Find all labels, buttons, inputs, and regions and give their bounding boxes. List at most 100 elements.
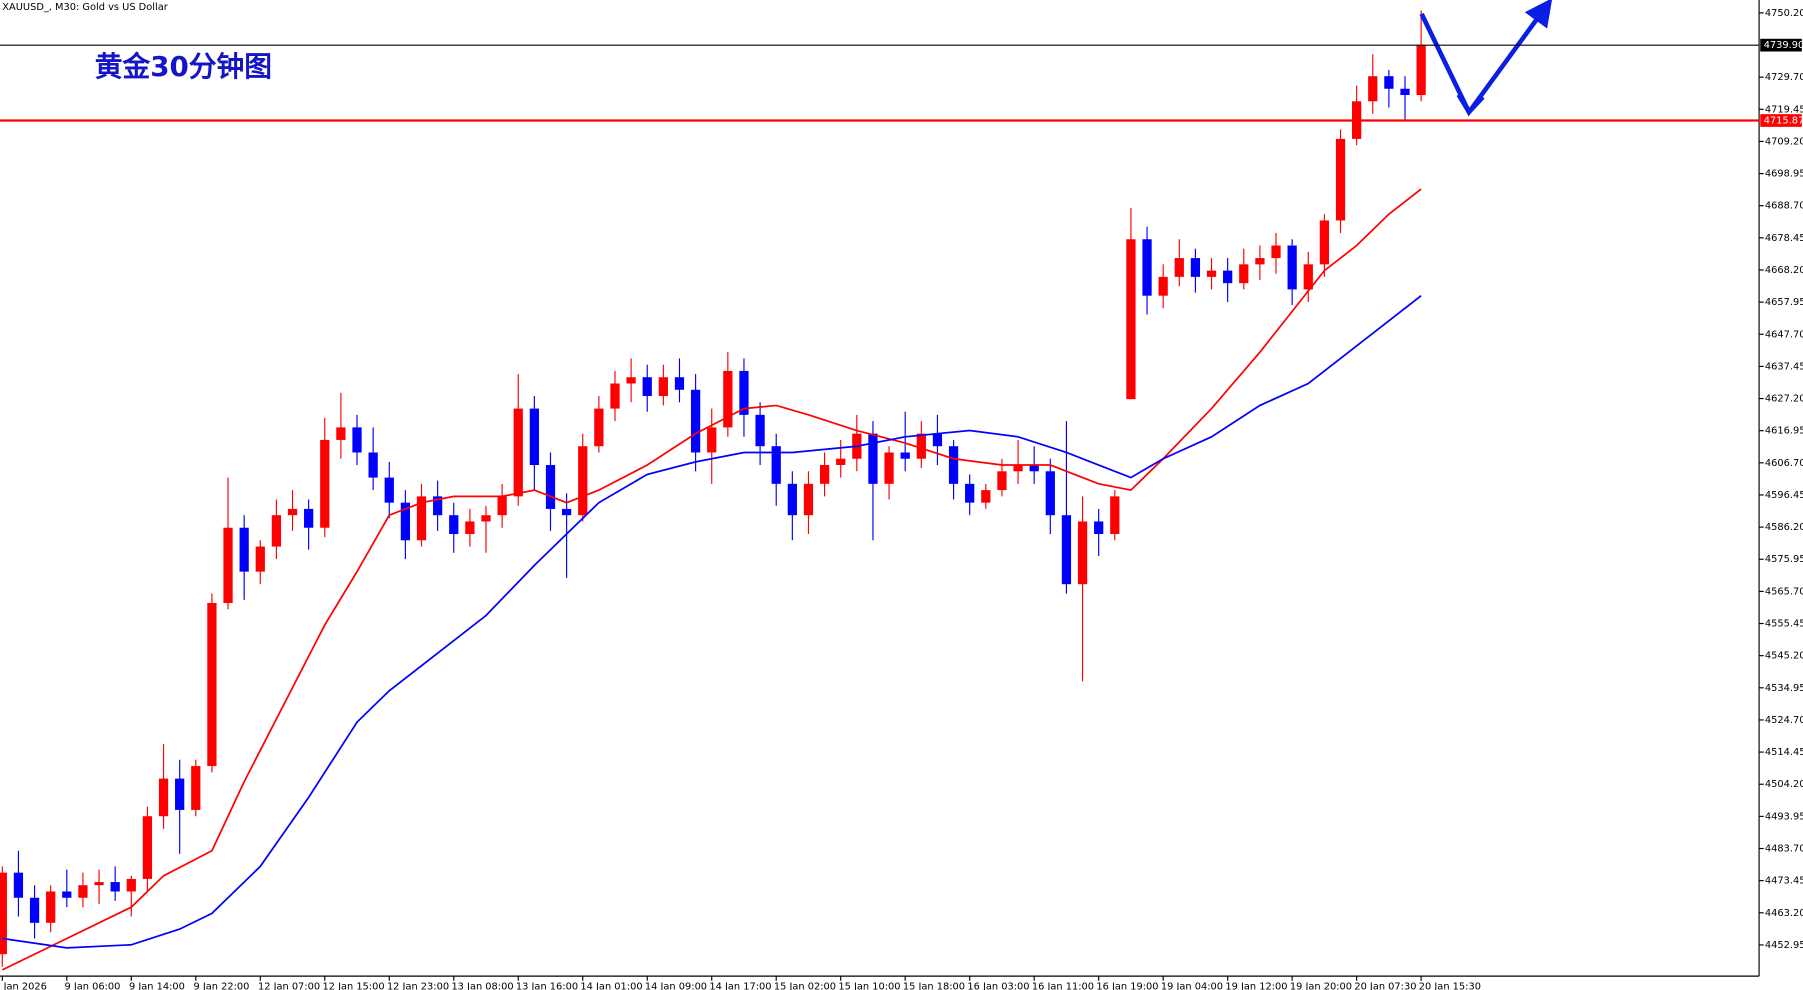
candle-body bbox=[690, 389, 701, 453]
candle-body bbox=[175, 778, 185, 810]
candle-body bbox=[529, 408, 539, 466]
candle-body bbox=[1013, 465, 1023, 472]
candle-body bbox=[1319, 220, 1330, 265]
price-label: 4715.87 bbox=[1764, 116, 1803, 127]
candle-body bbox=[594, 408, 604, 447]
candle-body bbox=[755, 414, 765, 447]
candle-body bbox=[62, 891, 72, 898]
candle-body bbox=[158, 778, 169, 817]
candle-body bbox=[481, 515, 491, 522]
candle-body bbox=[352, 427, 362, 453]
x-tick-label: 13 Jan 16:00 bbox=[516, 982, 578, 990]
candle-body bbox=[271, 515, 282, 547]
candle-body bbox=[0, 872, 7, 955]
plot-area bbox=[0, 10, 1426, 971]
candle-body bbox=[126, 878, 136, 892]
candle-body bbox=[739, 370, 749, 415]
candle-body bbox=[497, 496, 507, 516]
chart-title: XAUUSD_, M30: Gold vs US Dollar bbox=[2, 2, 168, 13]
candle-body bbox=[900, 452, 910, 459]
candle-body bbox=[1206, 270, 1217, 277]
candle-body bbox=[836, 458, 846, 466]
candle-body bbox=[981, 490, 991, 503]
candle-body bbox=[400, 502, 411, 541]
candle-body bbox=[803, 483, 814, 516]
price-label: 4739.90 bbox=[1764, 40, 1803, 51]
candle-body bbox=[416, 496, 427, 541]
candle-body bbox=[997, 471, 1007, 491]
y-tick-label: 4719.45 bbox=[1765, 104, 1803, 115]
candle-body bbox=[658, 377, 668, 397]
candle-body bbox=[94, 882, 104, 886]
x-tick-label: 20 Jan 15:30 bbox=[1419, 982, 1481, 990]
candle-body bbox=[707, 427, 717, 453]
x-tick-label: 15 Jan 10:00 bbox=[838, 982, 900, 990]
x-tick-label: 16 Jan 19:00 bbox=[1096, 982, 1158, 990]
y-tick-label: 4545.20 bbox=[1765, 651, 1803, 662]
candle-body bbox=[207, 602, 217, 767]
y-tick-label: 4627.20 bbox=[1765, 394, 1803, 405]
x-tick-label: 13 Jan 08:00 bbox=[451, 982, 513, 990]
candle-body bbox=[78, 885, 88, 898]
y-tick-label: 4637.45 bbox=[1765, 361, 1803, 372]
y-tick-label: 4452.95 bbox=[1765, 940, 1803, 951]
candle-body bbox=[787, 483, 797, 516]
arrow-tip bbox=[1456, 93, 1485, 116]
candle-body bbox=[384, 477, 394, 503]
candle-body bbox=[578, 446, 588, 516]
candle-body bbox=[545, 465, 556, 509]
y-tick-label: 4504.20 bbox=[1765, 779, 1803, 790]
candle-body bbox=[1061, 515, 1072, 585]
x-tick-label: 14 Jan 09:00 bbox=[645, 982, 707, 990]
candle-body bbox=[1142, 239, 1152, 296]
y-tick-label: 4709.20 bbox=[1765, 136, 1803, 147]
candle-body bbox=[965, 483, 975, 503]
x-tick-label: 9 Jan 06:00 bbox=[64, 982, 120, 990]
candle-body bbox=[1126, 239, 1136, 400]
candle-body bbox=[1400, 88, 1410, 96]
candle-body bbox=[1223, 270, 1233, 284]
y-tick-label: 4596.45 bbox=[1765, 490, 1803, 501]
candle-body bbox=[884, 452, 894, 484]
candle-body bbox=[449, 515, 459, 535]
x-tick-label: 19 Jan 04:00 bbox=[1161, 982, 1223, 990]
candle-body bbox=[320, 439, 330, 528]
y-tick-label: 4555.45 bbox=[1765, 619, 1803, 630]
y-tick-label: 4657.95 bbox=[1765, 297, 1803, 308]
candle-body bbox=[1029, 465, 1039, 472]
price-label-box bbox=[1760, 114, 1802, 127]
x-tick-label: 20 Jan 07:30 bbox=[1354, 982, 1416, 990]
x-tick-label: 19 Jan 20:00 bbox=[1290, 982, 1352, 990]
candle-body bbox=[142, 816, 153, 879]
price-label-box bbox=[1760, 38, 1802, 52]
candle-body bbox=[1255, 258, 1265, 265]
candle-body bbox=[723, 370, 733, 428]
candle-body bbox=[513, 408, 523, 497]
candle-body bbox=[255, 546, 265, 572]
y-tick-label: 4586.20 bbox=[1765, 522, 1803, 533]
candle-body bbox=[1287, 245, 1297, 290]
y-tick-label: 4606.70 bbox=[1765, 458, 1803, 469]
x-tick-label: 15 Jan 18:00 bbox=[903, 982, 965, 990]
candle-body bbox=[239, 527, 249, 572]
y-tick-label: 4678.45 bbox=[1765, 233, 1803, 244]
candle-body bbox=[191, 766, 201, 810]
y-tick-label: 4493.95 bbox=[1765, 811, 1803, 822]
candle-body bbox=[1368, 76, 1378, 102]
annotation: 黄金30分钟图 bbox=[95, 50, 272, 83]
y-tick-label: 4565.70 bbox=[1765, 586, 1803, 597]
y-tick-label: 4647.70 bbox=[1765, 329, 1803, 340]
candle-body bbox=[561, 508, 572, 516]
y-tick-label: 4473.45 bbox=[1765, 876, 1803, 887]
candle-body bbox=[1416, 44, 1426, 96]
candle-body bbox=[368, 452, 378, 478]
candle-body bbox=[1110, 496, 1120, 535]
candle-body bbox=[932, 433, 943, 447]
candle-body bbox=[771, 446, 781, 484]
candle-body bbox=[223, 527, 233, 603]
x-tick-label: 12 Jan 15:00 bbox=[322, 982, 384, 990]
x-tick-label: 8 Jan 2026 bbox=[0, 982, 47, 990]
y-tick-label: 4575.95 bbox=[1765, 554, 1803, 565]
candle-body bbox=[1303, 264, 1313, 290]
candle-body bbox=[1335, 138, 1346, 221]
